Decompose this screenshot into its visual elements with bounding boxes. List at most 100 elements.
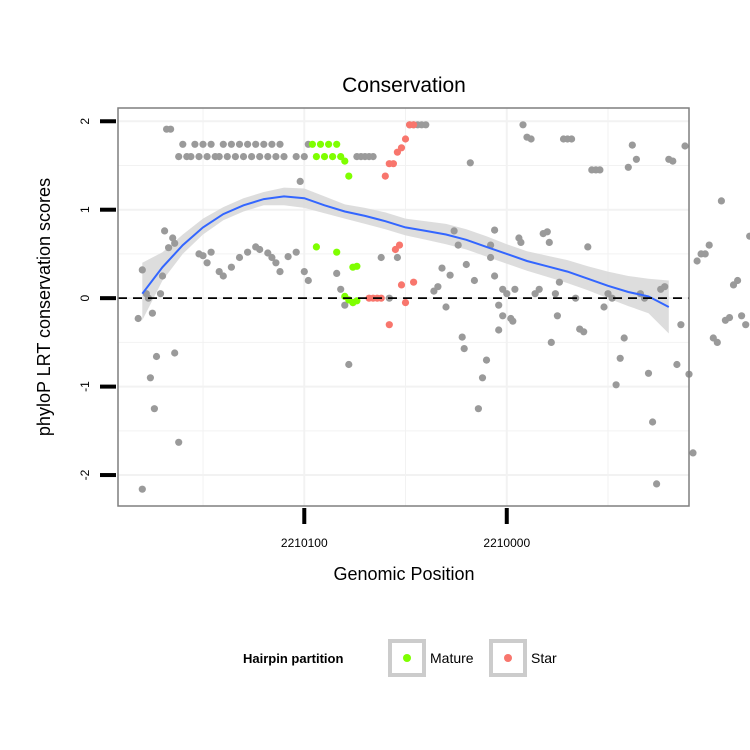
point-other-41 xyxy=(264,153,272,161)
point-mature-1 xyxy=(312,153,320,161)
point-other-109 xyxy=(491,272,499,280)
point-other-70 xyxy=(337,285,345,293)
point-other-153 xyxy=(661,283,669,291)
point-other-23 xyxy=(191,140,199,148)
x-tick-label-1: 2210000 xyxy=(483,536,530,550)
chart-title: Conservation xyxy=(342,74,466,97)
point-other-71 xyxy=(341,301,349,309)
panel-background xyxy=(118,108,689,506)
point-other-115 xyxy=(517,238,525,246)
point-other-140 xyxy=(608,294,616,302)
x-axis-title: Genomic Position xyxy=(333,564,474,584)
point-other-124 xyxy=(547,338,555,346)
point-other-120 xyxy=(535,285,543,293)
y-tick-label-2: 0 xyxy=(78,294,92,301)
point-other-36 xyxy=(244,140,252,148)
point-other-88 xyxy=(434,283,442,291)
point-other-30 xyxy=(219,140,227,148)
point-other-138 xyxy=(600,303,608,311)
point-other-72 xyxy=(345,360,353,369)
point-mature-4 xyxy=(325,140,333,148)
point-other-18 xyxy=(167,125,175,133)
y-tick-label-4: 2 xyxy=(78,118,92,125)
point-other-78 xyxy=(369,153,377,161)
panel-border xyxy=(117,107,690,507)
point-other-15 xyxy=(171,349,179,357)
point-star-16 xyxy=(410,278,418,286)
y-tick-label-1: -1 xyxy=(78,381,92,392)
point-other-14 xyxy=(171,239,179,247)
point-star-15 xyxy=(397,281,406,289)
point-other-142 xyxy=(616,354,624,362)
point-other-31 xyxy=(223,153,231,161)
legend-label-mature: Mature xyxy=(430,650,474,666)
point-other-67 xyxy=(300,268,308,276)
point-mature-10 xyxy=(312,243,320,251)
point-other-43 xyxy=(272,153,280,161)
legend-swatch-star xyxy=(504,654,512,662)
point-star-9 xyxy=(401,135,410,143)
point-other-34 xyxy=(235,140,244,148)
point-star-6 xyxy=(389,160,397,168)
point-other-65 xyxy=(284,253,292,261)
point-other-1 xyxy=(134,314,142,323)
point-other-95 xyxy=(460,345,468,353)
smooth-path xyxy=(141,195,670,308)
point-other-38 xyxy=(252,140,260,148)
point-other-96 xyxy=(462,260,470,269)
legend: Hairpin partition Mature Star xyxy=(243,639,557,677)
point-star-11 xyxy=(410,121,418,129)
point-other-22 xyxy=(187,153,195,161)
point-other-49 xyxy=(300,153,308,161)
point-other-151 xyxy=(653,480,661,488)
point-mature-0 xyxy=(308,140,316,148)
point-other-4 xyxy=(146,374,154,382)
point-other-26 xyxy=(203,153,211,161)
point-other-133 xyxy=(580,328,588,336)
point-other-146 xyxy=(632,155,641,163)
point-other-106 xyxy=(503,290,511,298)
point-other-157 xyxy=(677,321,685,329)
point-other-156 xyxy=(673,360,681,369)
y-axis-title: phyloP LRT conservation scores xyxy=(34,178,54,436)
point-mature-9 xyxy=(345,172,353,180)
point-mature-13 xyxy=(353,262,361,270)
point-other-66 xyxy=(292,248,300,256)
point-other-7 xyxy=(148,309,156,317)
point-other-161 xyxy=(693,257,701,265)
point-other-12 xyxy=(165,244,173,252)
point-other-137 xyxy=(596,166,604,174)
smooth-confidence-band xyxy=(142,187,669,334)
point-other-123 xyxy=(545,238,553,246)
point-other-100 xyxy=(478,374,487,382)
point-other-44 xyxy=(276,140,284,148)
point-other-103 xyxy=(491,226,499,234)
point-other-101 xyxy=(482,356,491,364)
point-star-14 xyxy=(395,241,404,249)
point-other-47 xyxy=(296,177,304,185)
point-other-155 xyxy=(669,157,677,165)
point-other-16 xyxy=(175,438,183,446)
point-mature-11 xyxy=(333,248,341,256)
point-other-62 xyxy=(268,253,276,262)
x-axis: 2210100 2210000 xyxy=(281,508,530,550)
point-other-64 xyxy=(276,268,284,276)
point-other-97 xyxy=(466,159,474,167)
point-other-171 xyxy=(734,276,742,285)
point-other-166 xyxy=(713,338,721,346)
point-other-150 xyxy=(649,418,657,426)
point-other-6 xyxy=(152,352,161,361)
point-other-51 xyxy=(199,252,207,260)
point-other-63 xyxy=(272,259,280,267)
point-other-164 xyxy=(705,241,713,249)
point-other-24 xyxy=(195,153,203,161)
point-other-99 xyxy=(474,405,482,413)
x-tick-label-0: 2210100 xyxy=(281,536,328,550)
point-other-130 xyxy=(568,135,576,143)
point-other-25 xyxy=(199,140,207,148)
point-other-169 xyxy=(725,314,734,322)
point-other-58 xyxy=(244,248,252,256)
legend-swatch-mature xyxy=(403,654,411,662)
y-tick-label-0: -2 xyxy=(78,469,92,480)
